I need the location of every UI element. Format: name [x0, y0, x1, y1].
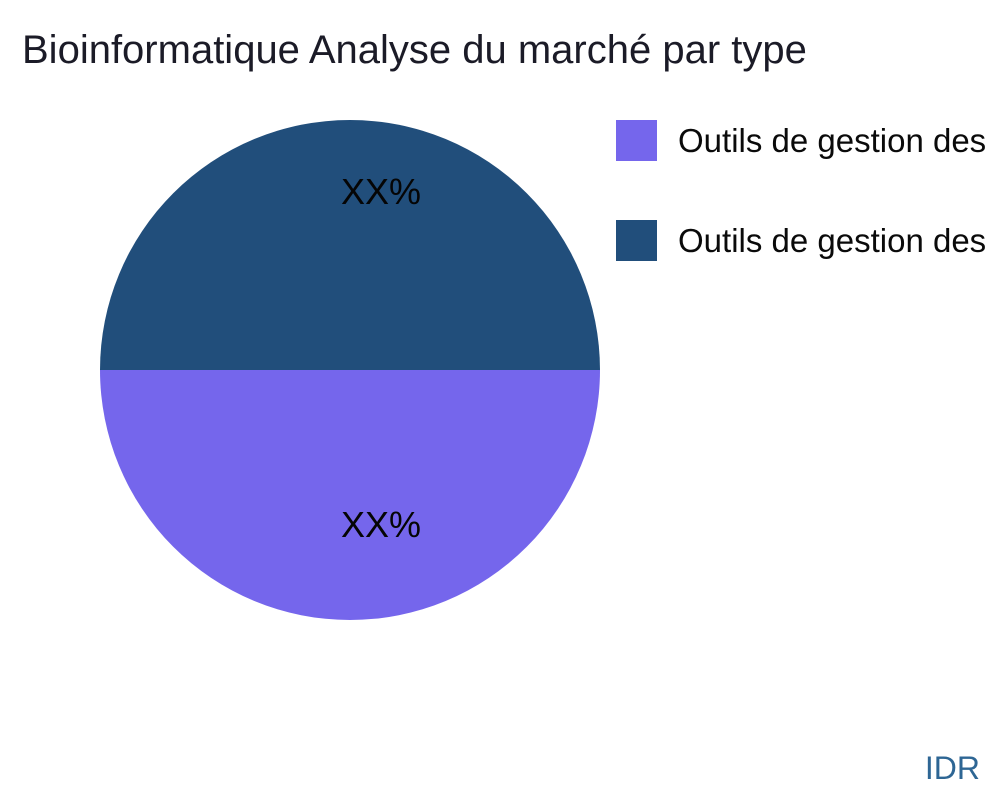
watermark-idr: IDR: [924, 750, 980, 786]
pie-slice-label-bottom: XX%: [340, 504, 422, 545]
pie-slice-label-top: XX%: [340, 171, 422, 212]
chart-title: Bioinformatique Analyse du marché par ty…: [22, 28, 807, 72]
legend-swatch-navy: [616, 220, 657, 261]
pie-chart: XX% XX%: [100, 120, 600, 620]
legend-label: Outils de gestion des: [678, 221, 987, 259]
legend-item: Outils de gestion des: [616, 120, 986, 161]
legend-label: Outils de gestion des: [678, 121, 987, 159]
legend-swatch-purple: [616, 120, 657, 161]
legend-item: Outils de gestion des: [616, 220, 986, 261]
legend: Outils de gestion des Outils de gestion …: [616, 120, 986, 320]
